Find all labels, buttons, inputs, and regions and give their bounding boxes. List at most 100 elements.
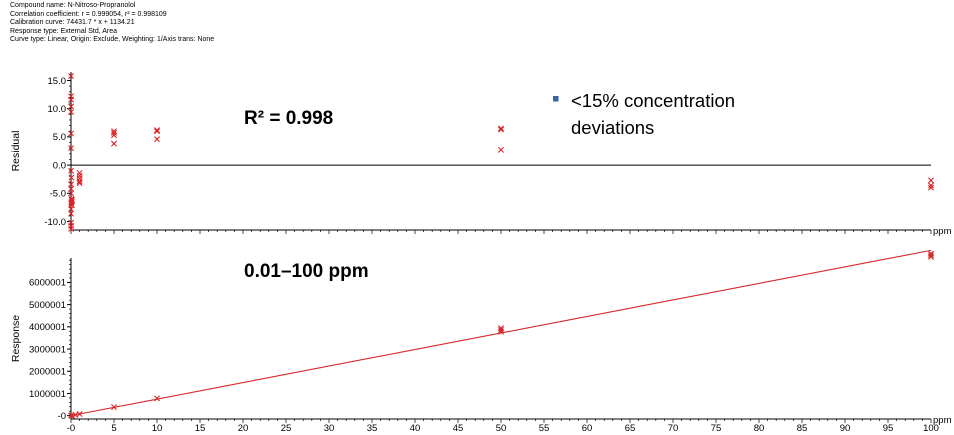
y-tick-label: 5.0 <box>53 132 66 143</box>
y-tick-label: 3000001 <box>29 344 66 355</box>
residual-point <box>76 172 83 179</box>
residual-point <box>68 130 75 137</box>
marker-stroke <box>68 72 75 79</box>
x-tick-label: 20 <box>238 423 249 434</box>
residual-point <box>928 177 934 184</box>
residual-point <box>68 96 75 103</box>
residual-point <box>154 127 160 134</box>
residual-point <box>68 190 75 197</box>
legend-bullet <box>553 96 559 102</box>
residual-point <box>68 196 75 203</box>
x-tick-label: 5 <box>111 423 116 434</box>
response-point <box>498 326 504 333</box>
marker-stroke <box>154 128 160 135</box>
info-curve-type: Curve type: Linear, Origin: Exclude, Wei… <box>10 36 215 44</box>
residual-point <box>498 126 504 133</box>
residual-point <box>68 72 75 79</box>
marker-stroke <box>154 136 160 143</box>
x-tick-label: 65 <box>625 423 636 434</box>
marker-stroke <box>498 126 504 133</box>
marker-stroke <box>928 184 934 191</box>
marker-stroke <box>76 411 83 417</box>
marker-stroke <box>68 130 75 137</box>
x-tick-label: 75 <box>711 423 722 434</box>
marker-stroke <box>154 127 160 134</box>
residual-plot: 15.0 10.0 5.0 0.0 -5.0 -10.0 ppm Residual R² = 0… <box>10 72 952 237</box>
x-tick-label: 50 <box>496 423 507 434</box>
x-tick-label: 10 <box>152 423 163 434</box>
x-tick-label: 45 <box>453 423 464 434</box>
x-tick-label: 55 <box>539 423 550 434</box>
x-tick-label: 35 <box>367 423 378 434</box>
response-point <box>928 252 934 259</box>
marker-stroke <box>928 250 934 257</box>
y-tick-label: 6000001 <box>29 278 66 289</box>
y-tick-label: 15.0 <box>48 76 67 87</box>
marker-stroke <box>498 325 504 332</box>
range-annotation: 0.01–100 ppm <box>244 261 369 282</box>
response-point <box>76 411 83 417</box>
x-tick-label: 30 <box>324 423 335 434</box>
info-response-type: Response type: External Std, Area <box>10 27 118 35</box>
marker-stroke <box>68 196 75 203</box>
marker-stroke <box>68 167 75 174</box>
y-tick-label: 0.0 <box>53 160 66 171</box>
residual-point <box>68 145 75 152</box>
legend-label-line2: deviations <box>571 117 654 138</box>
marker-stroke <box>68 109 75 116</box>
marker-stroke <box>68 202 75 209</box>
info-correlation: Correlation coefficient: r = 0.999054, r… <box>10 10 167 18</box>
marker-stroke <box>928 252 934 259</box>
marker-stroke <box>111 132 117 139</box>
r-squared-annotation: R² = 0.998 <box>244 108 333 129</box>
marker-stroke <box>154 395 160 402</box>
x-tick-label: 40 <box>410 423 421 434</box>
residual-point <box>928 184 934 191</box>
marker-stroke <box>76 180 83 187</box>
x-tick-label: 60 <box>582 423 593 434</box>
marker-stroke <box>68 210 75 217</box>
marker-stroke <box>68 96 75 103</box>
residual-point <box>68 225 75 232</box>
x-tick-label: 90 <box>840 423 851 434</box>
residual-point <box>68 174 75 181</box>
residual-point <box>68 103 75 110</box>
x-tick-label: 100 <box>923 423 939 434</box>
residual-point <box>154 136 160 143</box>
residual-point <box>111 132 117 139</box>
marker-stroke <box>928 177 934 184</box>
response-point <box>111 404 117 411</box>
x-tick-label: 80 <box>754 423 765 434</box>
residual-point <box>68 109 75 116</box>
marker-stroke <box>111 404 117 411</box>
marker-stroke <box>68 103 75 110</box>
residual-point <box>76 170 83 176</box>
y-axis-title: Residual <box>10 131 22 172</box>
compound-info: Compound name: N-Nitroso-Propranolol Cor… <box>10 2 214 45</box>
y-tick-label: 4000001 <box>29 322 66 333</box>
x-axis-unit: ppm <box>933 415 952 426</box>
marker-stroke <box>76 178 83 185</box>
y-tick-label: 2000001 <box>29 367 66 378</box>
x-tick-label: 85 <box>797 423 808 434</box>
info-calibration-curve: Calibration curve: 74431.7 * x + 1134.21 <box>10 19 135 27</box>
marker-stroke <box>68 206 75 213</box>
info-compound-name: Compound name: N-Nitroso-Propranolol <box>10 2 136 9</box>
residual-point <box>928 182 934 189</box>
y-tick-label: -5.0 <box>50 189 66 200</box>
marker-stroke <box>111 129 117 136</box>
residual-point <box>76 180 83 187</box>
calibration-fit-line <box>70 249 932 417</box>
residual-point <box>68 202 75 209</box>
marker-stroke <box>68 190 75 197</box>
x-tick-label: 95 <box>883 423 894 434</box>
residual-point <box>68 181 75 188</box>
residual-point <box>498 125 504 132</box>
marker-stroke <box>68 225 75 232</box>
residual-point <box>68 167 75 174</box>
x-tick-label: -0 <box>67 423 75 434</box>
residual-point <box>76 175 83 182</box>
x-tick-label: 25 <box>281 423 292 434</box>
response-point <box>498 325 504 332</box>
